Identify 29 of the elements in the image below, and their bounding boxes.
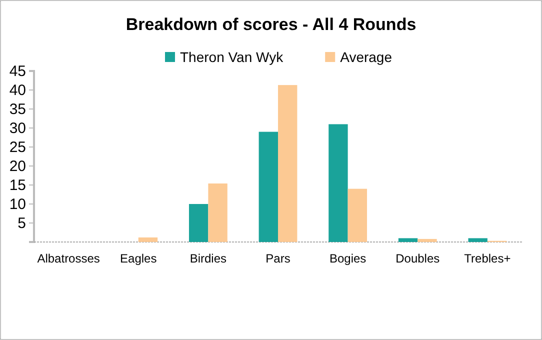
bar xyxy=(398,238,418,242)
bar xyxy=(418,238,437,242)
x-tick-label: Trebles+ xyxy=(464,252,511,266)
x-tick-label: Pars xyxy=(266,252,290,266)
y-tick-label: 5 xyxy=(18,214,26,232)
y-tick-label: 40 xyxy=(9,82,26,99)
legend-label: Average xyxy=(340,49,392,65)
x-tick-label: Birdies xyxy=(190,252,227,266)
bar xyxy=(278,85,298,242)
y-tick-label: 25 xyxy=(9,138,26,156)
x-tick-label: Eagles xyxy=(120,252,157,266)
bar xyxy=(328,124,348,242)
bar xyxy=(188,204,208,242)
bar xyxy=(138,237,158,242)
y-tick-label: 15 xyxy=(9,176,26,194)
legend-label: Theron Van Wyk xyxy=(180,49,284,65)
y-tick-label: 10 xyxy=(9,196,26,213)
x-tick-label: Doubles xyxy=(396,252,440,266)
chart-title: Breakdown of scores - All 4 Rounds xyxy=(126,15,416,34)
bar xyxy=(468,238,488,242)
y-tick-label: 35 xyxy=(9,100,26,118)
bar xyxy=(258,132,278,242)
bar xyxy=(208,183,228,242)
x-tick-label: Bogies xyxy=(329,252,366,266)
x-tick-label: Albatrosses xyxy=(37,252,100,266)
y-tick-label: 45 xyxy=(9,62,26,80)
y-tick-label: 30 xyxy=(9,120,26,137)
y-tick-label: 20 xyxy=(9,158,26,175)
bar xyxy=(348,188,368,242)
